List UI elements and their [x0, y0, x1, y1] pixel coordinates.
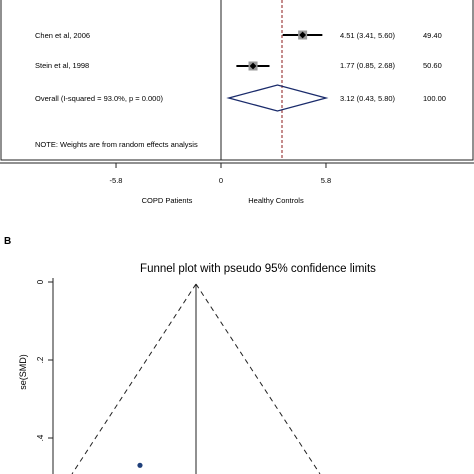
overall-diamond — [226, 84, 329, 112]
study-ci-text: 4.51 (3.41, 5.60) — [340, 31, 396, 40]
study-point-marker — [299, 31, 307, 39]
funnel-study-point — [137, 462, 143, 468]
study-weight: 50.60 — [423, 61, 442, 70]
funnel-y-tick-label: .4 — [36, 434, 45, 441]
right-favours-label: Healthy Controls — [248, 196, 304, 205]
study-weight: 49.40 — [423, 31, 442, 40]
study-label: Chen et al, 2006 — [35, 31, 90, 40]
funnel-y-tick-label: .2 — [36, 356, 45, 363]
funnel-y-axis-label: se(SMD) — [18, 354, 28, 390]
forest-plot-frame — [0, 0, 474, 161]
study-label: Stein et al, 1998 — [35, 61, 89, 70]
study-point-marker — [249, 62, 257, 70]
funnel-y-tick-label: 0 — [36, 279, 45, 284]
weights-note: NOTE: Weights are from random effects an… — [35, 140, 198, 149]
funnel-right-limit — [195, 283, 321, 474]
overall-ci-text: 3.12 (0.43, 5.80) — [340, 94, 396, 103]
forest-x-tick-label: -5.8 — [110, 176, 123, 185]
funnel-left-limit — [71, 283, 197, 474]
study-ci-text: 1.77 (0.85, 2.68) — [340, 61, 396, 70]
forest-x-tick-label: 0 — [219, 176, 223, 185]
panel-label: B — [4, 236, 11, 247]
funnel-title: Funnel plot with pseudo 95% confidence l… — [140, 263, 376, 275]
forest-x-tick-label: 5.8 — [321, 176, 331, 185]
overall-weight: 100.00 — [423, 94, 446, 103]
overall-label: Overall (I-squared = 93.0%, p = 0.000) — [35, 94, 163, 103]
left-favours-label: COPD Patients — [142, 196, 193, 205]
